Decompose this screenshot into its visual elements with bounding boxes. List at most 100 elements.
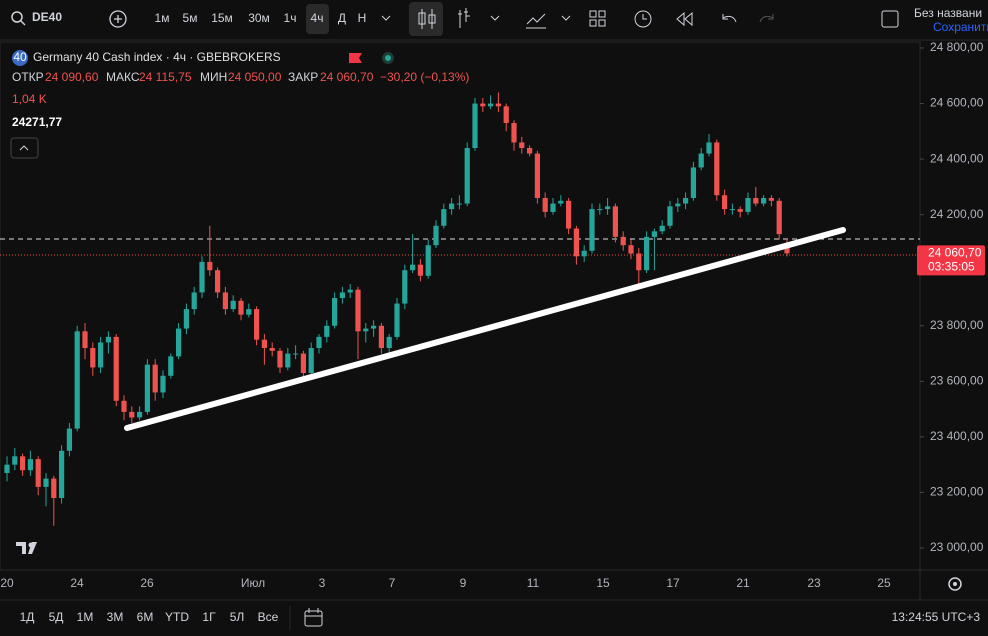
ohlc-label: МИН (200, 70, 227, 84)
range-button[interactable]: 5Д (49, 610, 64, 624)
interval-button[interactable]: 1м (155, 11, 170, 25)
candle-body (620, 236, 626, 246)
layout-name[interactable]: Без названи (914, 6, 982, 20)
interval-button[interactable]: 15м (211, 11, 233, 25)
x-tick-label: 26 (140, 576, 154, 590)
candle-body (386, 336, 392, 348)
candle-body (59, 450, 65, 498)
candle-body (581, 250, 587, 257)
add-symbol[interactable] (109, 10, 127, 28)
candle-body (659, 225, 665, 232)
candle-icon (418, 12, 426, 25)
x-tick-label: 25 (877, 576, 891, 590)
candle-body (105, 336, 111, 343)
candle-body (690, 167, 696, 198)
candle-body (433, 225, 439, 246)
ohlc-value: 24 050,00 (228, 70, 282, 84)
candle-body (300, 353, 306, 373)
x-tick-label: 9 (460, 576, 467, 590)
search-icon[interactable] (11, 11, 23, 23)
countdown-label: 03:35:05 (928, 260, 975, 274)
y-tick-label: 23 800,00 (930, 318, 984, 332)
candle-body (90, 348, 96, 368)
candle-body (121, 400, 127, 412)
candle-body (35, 459, 41, 487)
trend-line[interactable] (124, 227, 846, 431)
candle-body (542, 198, 548, 212)
candle-body (269, 348, 275, 351)
range-button[interactable]: 1Г (202, 610, 216, 624)
range-button[interactable]: Все (258, 610, 279, 624)
range-button[interactable]: 5Л (230, 610, 245, 624)
candle-body (12, 456, 18, 465)
flag-icon[interactable] (349, 53, 362, 63)
replay-icon[interactable] (676, 11, 693, 27)
x-tick-label: 20 (0, 576, 14, 590)
candle-body (144, 364, 150, 412)
candle-body (550, 203, 556, 212)
candle-body (503, 106, 509, 123)
interval-button[interactable]: 5м (183, 11, 198, 25)
candle-body (488, 103, 494, 107)
interval-button[interactable]: Д (338, 11, 346, 25)
chart-pane (0, 41, 921, 571)
ohlc-value: 24 060,70 (320, 70, 374, 84)
calendar-icon[interactable] (304, 608, 323, 627)
candle-body (285, 353, 291, 368)
range-button[interactable]: YTD (165, 610, 189, 624)
save-label[interactable]: Сохранить (933, 20, 988, 34)
candle-body (363, 328, 369, 332)
candle-body (605, 206, 611, 210)
redo-icon[interactable] (759, 14, 774, 23)
active-interval-bg (306, 4, 329, 34)
candle-body (722, 195, 728, 210)
interval-button[interactable]: 1ч (284, 11, 297, 25)
candle-body (160, 375, 166, 393)
candle-body (261, 339, 267, 348)
chevron[interactable] (381, 15, 391, 21)
chevron[interactable] (490, 15, 500, 21)
alert-icon[interactable] (634, 10, 652, 28)
candle-body (706, 142, 712, 154)
y-tick-label: 23 400,00 (930, 429, 984, 443)
range-button[interactable]: 1Д (20, 610, 35, 624)
undo-icon[interactable] (722, 14, 737, 23)
interval-button[interactable]: 4ч (311, 11, 324, 25)
candle-body (378, 325, 384, 348)
layout-checkbox[interactable] (881, 10, 899, 28)
x-tick-label: 24 (70, 576, 84, 590)
symbol[interactable]: DE40 (32, 10, 62, 24)
x-tick-label: 17 (666, 576, 680, 590)
layouts-icon[interactable] (589, 10, 606, 27)
candle-icon (421, 9, 433, 29)
x-tick-label: 21 (736, 576, 750, 590)
candle-body (566, 200, 572, 229)
x-tick-label: Июл (241, 576, 265, 590)
candle-body (761, 198, 767, 204)
bar-icon[interactable] (458, 8, 470, 28)
interval-button[interactable]: 30м (248, 11, 270, 25)
candle-body (698, 153, 704, 168)
range-button[interactable]: 6М (137, 610, 154, 624)
chevron[interactable] (561, 15, 571, 21)
candle-body (417, 264, 423, 276)
status-dot (385, 55, 391, 61)
alert-icon (642, 14, 647, 20)
candle-body (4, 464, 10, 473)
indicators-icon[interactable] (526, 13, 546, 29)
candle-body (308, 348, 314, 373)
settings-icon[interactable] (948, 577, 962, 591)
candle-body (745, 198, 751, 212)
range-button[interactable]: 3М (107, 610, 124, 624)
chart-type-active[interactable] (409, 2, 443, 36)
candle-body (98, 342, 104, 368)
range-button[interactable]: 1М (77, 610, 94, 624)
collapse-button[interactable] (10, 137, 39, 159)
candle-body (449, 203, 455, 210)
candle-body (558, 200, 564, 204)
candle-body (519, 142, 525, 148)
candle-body (402, 270, 408, 304)
interval-button[interactable]: Н (358, 11, 367, 25)
candle-body (683, 198, 689, 204)
candle-body (776, 200, 782, 235)
